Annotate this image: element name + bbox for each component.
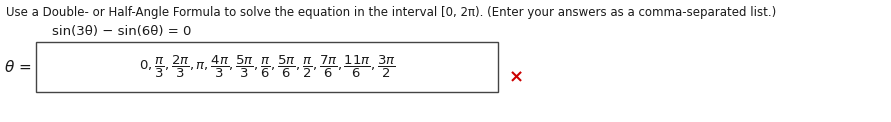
Text: $\theta$ =: $\theta$ = [4,59,31,75]
Text: Use a Double- or Half-Angle Formula to solve the equation in the interval [0, 2π: Use a Double- or Half-Angle Formula to s… [6,6,776,19]
Text: $\mathbf{\times}$: $\mathbf{\times}$ [508,68,523,86]
Text: $0, \dfrac{\pi}{3}, \dfrac{2\pi}{3}, \pi, \dfrac{4\pi}{3}, \dfrac{5\pi}{3}, \dfr: $0, \dfrac{\pi}{3}, \dfrac{2\pi}{3}, \pi… [139,54,396,80]
Bar [36,42,498,92]
Text: sin(3θ) − sin(6θ) = 0: sin(3θ) − sin(6θ) = 0 [52,25,192,38]
